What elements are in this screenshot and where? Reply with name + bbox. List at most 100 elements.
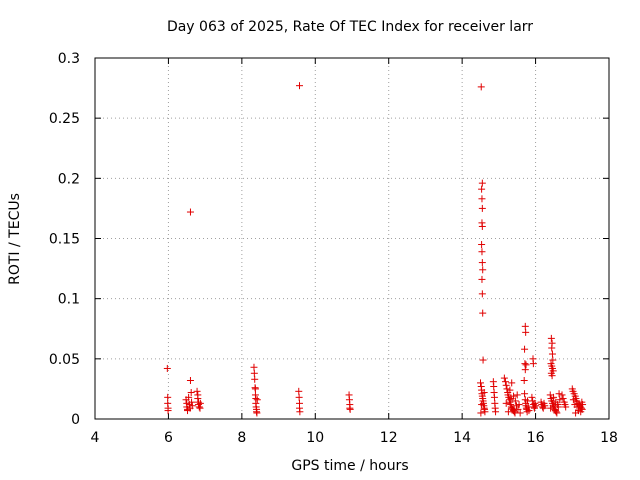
data-point	[477, 83, 485, 91]
data-point	[522, 328, 530, 336]
data-point	[521, 345, 529, 353]
data-point	[480, 389, 488, 397]
data-point	[532, 402, 540, 410]
data-point	[521, 366, 529, 374]
data-point	[478, 241, 486, 249]
data-point	[558, 391, 566, 399]
x-tick-label: 8	[237, 430, 246, 446]
data-point	[554, 403, 562, 411]
data-point	[253, 396, 261, 404]
data-point	[193, 387, 201, 395]
data-point	[502, 399, 510, 407]
data-point	[477, 409, 485, 417]
data-point	[549, 356, 557, 364]
data-point	[188, 402, 196, 410]
data-point	[515, 401, 523, 409]
data-point	[185, 393, 193, 401]
data-point	[346, 405, 354, 413]
data-point	[506, 386, 514, 394]
data-point	[477, 379, 484, 387]
data-point	[164, 393, 172, 401]
data-point	[186, 376, 194, 384]
data-point	[500, 374, 508, 382]
data-point	[478, 259, 486, 267]
data-point	[525, 407, 533, 415]
data-point	[521, 322, 529, 330]
y-tick-label: 0.25	[49, 111, 80, 127]
data-point	[502, 381, 510, 389]
data-point	[501, 378, 509, 386]
data-point	[188, 398, 196, 406]
data-point	[514, 405, 522, 413]
data-point	[548, 350, 556, 358]
data-point	[478, 275, 486, 283]
data-point	[553, 409, 561, 417]
data-point	[163, 364, 171, 372]
data-point	[186, 208, 194, 216]
y-tick-label: 0	[71, 412, 80, 428]
data-point	[490, 383, 498, 391]
data-point	[547, 334, 555, 342]
data-point	[479, 309, 487, 317]
data-point	[164, 407, 172, 415]
data-point	[529, 360, 537, 368]
data-point	[573, 403, 581, 411]
data-point	[478, 204, 486, 212]
data-point	[511, 397, 519, 405]
y-tick-label: 0.3	[58, 51, 80, 67]
data-point	[250, 369, 258, 377]
x-tick-label: 12	[380, 430, 398, 446]
data-point	[253, 409, 261, 417]
data-point	[513, 391, 521, 399]
data-point	[520, 376, 528, 384]
x-tick-label: 16	[527, 430, 545, 446]
data-point	[559, 395, 567, 403]
y-tick-label: 0.1	[58, 292, 80, 308]
data-point	[194, 395, 202, 403]
data-point	[195, 403, 203, 411]
data-point	[562, 403, 570, 411]
data-point	[481, 408, 489, 416]
x-tick-label: 18	[600, 430, 618, 446]
data-point	[524, 403, 532, 411]
data-point	[521, 360, 529, 368]
series-roti	[163, 82, 587, 417]
data-point	[478, 248, 486, 256]
tick-labels: 4 6 8 10 12 14 16 18 0 0.05 0.1 0.15 0.2 0.25 0.3	[49, 51, 618, 446]
data-point	[516, 409, 524, 417]
data-point	[478, 222, 486, 230]
grid	[95, 58, 609, 419]
data-point	[577, 408, 585, 416]
data-point	[550, 393, 558, 401]
data-point	[478, 185, 486, 193]
data-point	[295, 387, 303, 395]
data-point	[296, 408, 304, 416]
data-point	[556, 396, 564, 404]
data-point	[548, 344, 556, 352]
data-point	[572, 409, 580, 417]
data-point	[507, 395, 515, 403]
data-point	[490, 393, 498, 401]
data-point	[503, 385, 511, 393]
data-point	[187, 389, 195, 397]
data-point	[478, 401, 486, 409]
data-point	[479, 356, 487, 364]
data-point	[510, 408, 518, 416]
data-point	[251, 375, 259, 383]
data-point	[196, 399, 204, 407]
x-tick-label: 14	[453, 430, 471, 446]
data-point	[478, 290, 486, 298]
data-point	[479, 266, 487, 274]
data-point	[555, 390, 563, 398]
data-point	[478, 195, 486, 203]
data-point	[579, 401, 587, 409]
data-point	[251, 385, 259, 393]
data-point	[295, 393, 303, 401]
data-point	[478, 179, 486, 187]
x-tick-label: 4	[91, 430, 100, 446]
x-axis-label: GPS time / hours	[291, 458, 408, 474]
y-tick-label: 0.05	[49, 352, 80, 368]
x-tick-label: 6	[164, 430, 173, 446]
data-point	[522, 361, 530, 369]
